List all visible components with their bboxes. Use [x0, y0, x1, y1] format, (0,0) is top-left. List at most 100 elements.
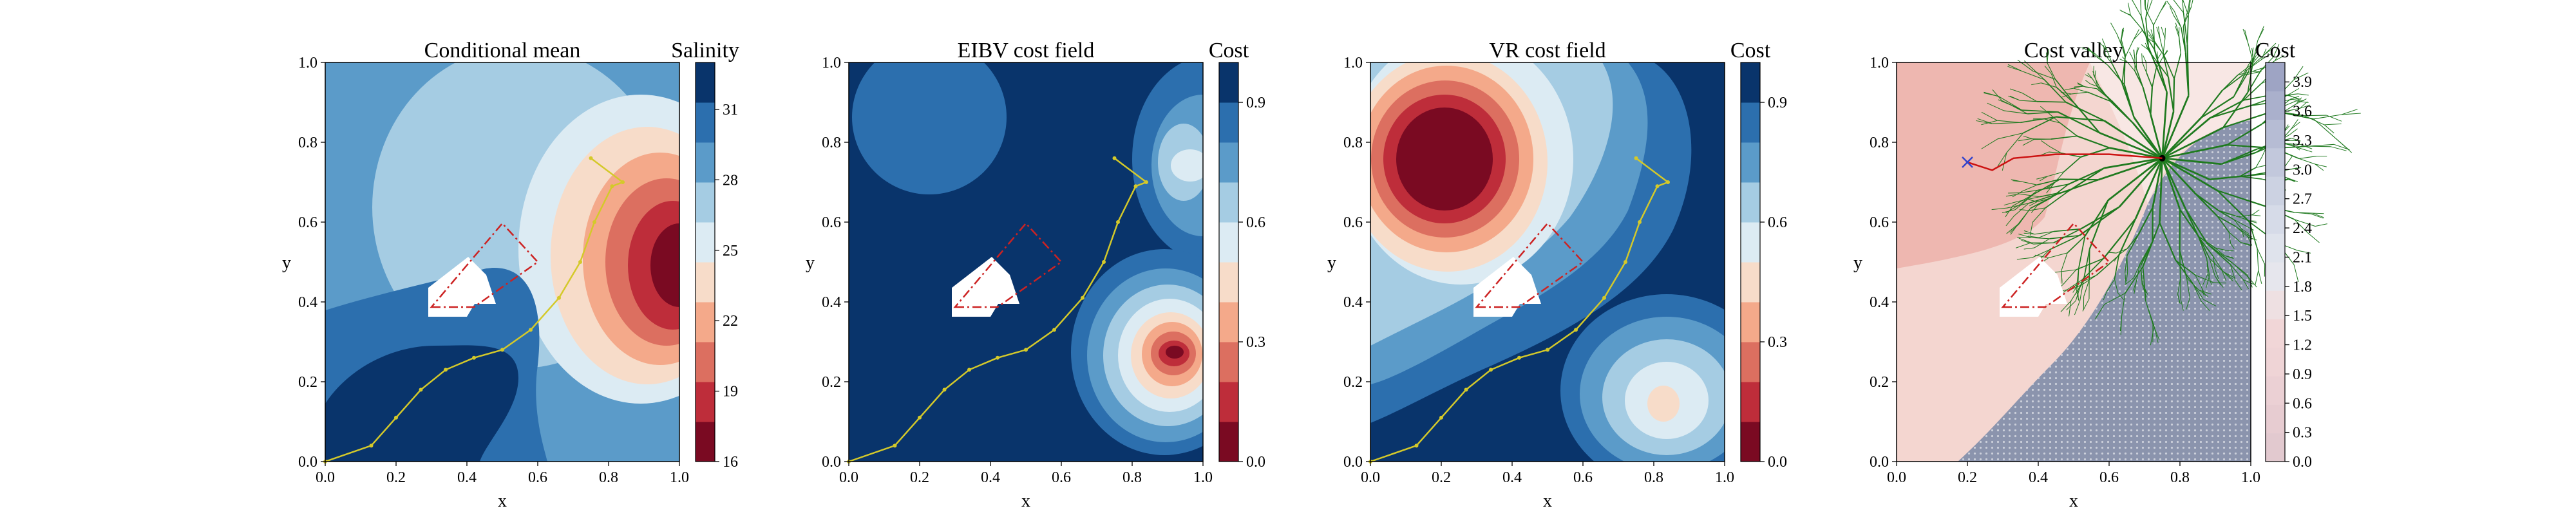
tree-edge	[2082, 258, 2104, 280]
colorbar-eibv-cost: Cost 0.0 0.3 0.6 0.9	[1209, 39, 1265, 471]
tree-edge	[2125, 256, 2128, 272]
tree-edge	[2209, 258, 2216, 276]
x-tick-label: 0.6	[1052, 469, 1071, 486]
contour-band	[1166, 346, 1184, 359]
y-tick-label: 0.4	[1870, 294, 1889, 311]
tree-edge	[2049, 146, 2061, 154]
tree-edge	[2119, 317, 2122, 332]
tree-edge	[2022, 92, 2038, 102]
tree-edge	[2009, 88, 2023, 93]
colorbar-tick-label: 0.9	[1246, 95, 1265, 111]
colorbar-tick-label: 25	[723, 243, 738, 259]
tree-edge	[2126, 234, 2139, 249]
tree-edge	[2203, 299, 2217, 307]
tree-edge	[2215, 247, 2225, 256]
tree-edge	[2183, 0, 2189, 16]
tree-edge	[2294, 212, 2313, 214]
tree-edge	[2104, 293, 2126, 305]
tree-edge	[2121, 83, 2135, 118]
tree-edge	[2334, 144, 2350, 151]
tree-edge	[2029, 201, 2038, 207]
tree-edge	[2304, 115, 2327, 117]
tree-edge	[2073, 86, 2083, 88]
tree-edge	[2090, 83, 2100, 88]
tree-edge	[2263, 46, 2276, 56]
tree-edge	[2247, 274, 2253, 288]
tree-edge	[2139, 241, 2154, 265]
tree-edge	[2218, 210, 2235, 220]
tree-edge	[2141, 28, 2155, 50]
tree-edge	[2076, 135, 2110, 149]
tree-edge	[2300, 148, 2313, 153]
tree-edge	[2023, 61, 2032, 68]
contour-band	[1897, 62, 2090, 268]
tree-edge	[2315, 223, 2327, 227]
x-tick-label: 1.0	[1715, 469, 1734, 486]
x-tick-label: 0.4	[2029, 469, 2048, 486]
tree-edge	[2228, 232, 2241, 243]
tree-edge	[2003, 201, 2018, 206]
obstacle-outline	[953, 222, 1063, 308]
x-tick-label: 0.2	[1432, 469, 1451, 486]
tree-edge	[2253, 41, 2259, 62]
colorbar-swatch	[1741, 182, 1760, 223]
tree-edge	[2125, 266, 2144, 294]
tree-edge	[2341, 113, 2361, 115]
tree-edge	[2118, 218, 2137, 256]
tree-edge	[2241, 228, 2249, 234]
tree-edge	[2263, 42, 2277, 56]
tree-edge	[2161, 95, 2190, 159]
tree-edge	[2217, 190, 2250, 223]
tree-edge	[2032, 249, 2050, 258]
tree-edge	[2037, 198, 2050, 206]
tree-edge	[2297, 93, 2309, 96]
path-waypoint	[1602, 295, 1606, 300]
tree-edge	[2101, 38, 2107, 50]
obstacle-mask	[2000, 257, 2067, 317]
tree-edge	[2028, 193, 2058, 204]
colorbar-label: Cost	[1209, 39, 1249, 62]
plot-frame	[848, 62, 1204, 462]
tree-edge	[2096, 304, 2105, 318]
colorbar-swatch	[696, 102, 715, 143]
colorbar-swatch	[1219, 422, 1238, 462]
tree-edge	[2300, 101, 2308, 109]
tree-edge	[2016, 257, 2032, 260]
y-tick-label: 0.8	[298, 135, 317, 151]
tree-edge	[2273, 44, 2280, 57]
tree-edge	[2161, 157, 2219, 192]
tree-edge	[2103, 120, 2163, 159]
tree-edge	[2255, 270, 2259, 285]
colorbar-swatch	[1741, 142, 1760, 183]
tree-edge	[2173, 15, 2182, 28]
tree-edge	[2162, 144, 2228, 160]
colorbar-swatch	[2266, 176, 2285, 205]
tree-edge	[2146, 72, 2153, 88]
tree-edge	[2286, 179, 2298, 182]
tree-edge	[2226, 250, 2234, 252]
tree-edge	[2315, 164, 2324, 171]
tree-edge	[2184, 52, 2190, 96]
colorbar-tick-label: 2.1	[2293, 249, 2312, 266]
tree-edge	[2045, 183, 2054, 189]
tree-edge	[2005, 204, 2020, 214]
tree-edge	[2069, 301, 2072, 317]
tree-edge	[2005, 193, 2020, 197]
tree-edge	[2174, 11, 2182, 28]
tree-edge	[2099, 42, 2107, 50]
tree-edge	[2054, 269, 2076, 273]
colorbar-tick-label: 0.3	[1246, 334, 1265, 351]
tree-edge	[2068, 167, 2105, 192]
tree-edge	[2020, 189, 2038, 194]
tree-edge	[2126, 256, 2128, 272]
colorbar-label: Cost	[2255, 39, 2296, 62]
tree-edge	[1976, 120, 1993, 124]
tree-edge	[2145, 8, 2154, 26]
tree-edge	[2085, 80, 2090, 84]
tree-edge	[2094, 70, 2096, 77]
tree-edge	[2228, 232, 2231, 244]
tree-edge	[2130, 15, 2142, 29]
tree-edge	[2020, 100, 2037, 102]
colorbar-swatch	[1219, 382, 1238, 422]
